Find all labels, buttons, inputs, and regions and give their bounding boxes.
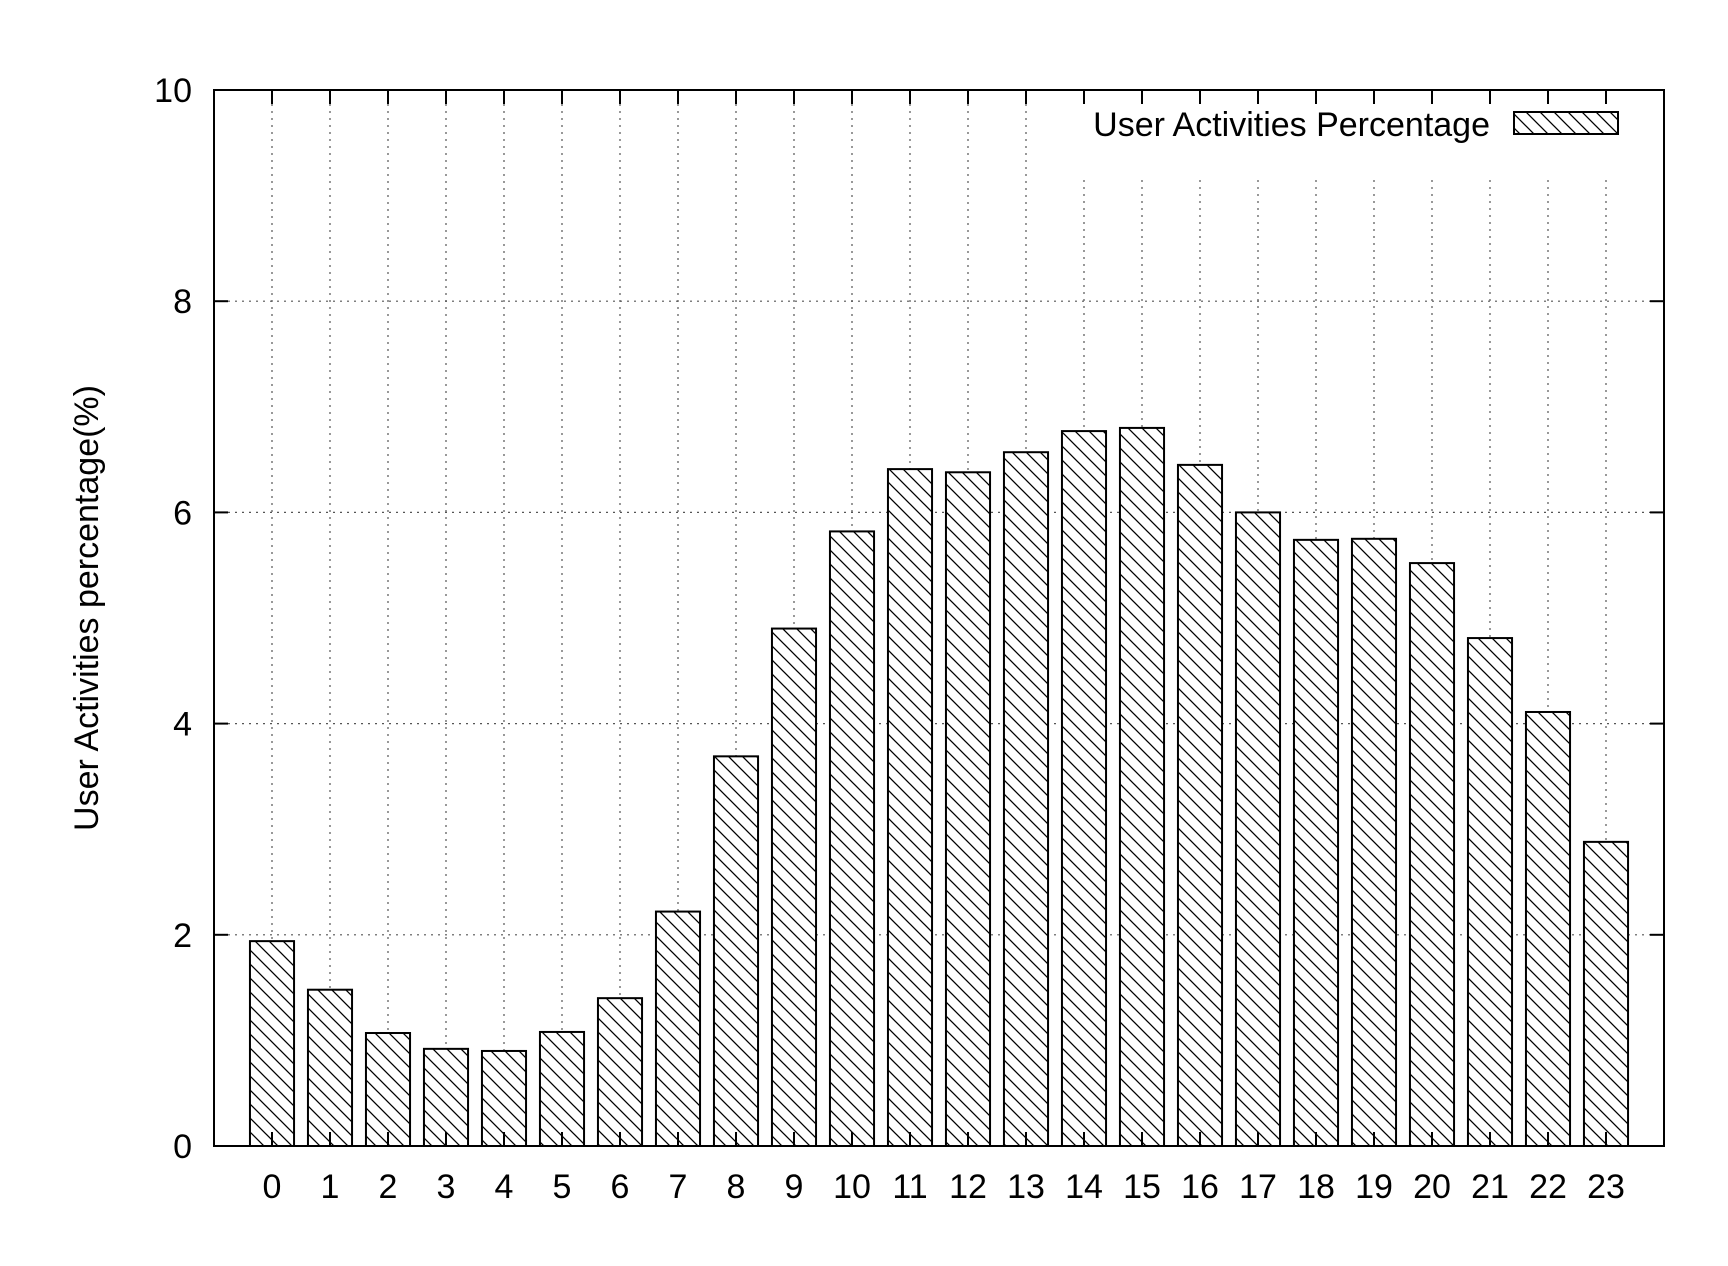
bar-hour-3 [422,1047,470,1148]
x-tick-label: 21 [1471,1168,1509,1206]
x-tick-label: 12 [949,1168,987,1206]
bar-hour-18 [1292,538,1340,1147]
x-tick-label: 20 [1413,1168,1451,1206]
x-tick-label: 13 [1007,1168,1045,1206]
bar-hour-6 [596,997,644,1147]
y-tick-label: 4 [173,706,192,744]
x-tick-label: 14 [1065,1168,1103,1206]
legend-label: User Activities Percentage [1093,106,1490,144]
x-tick-label: 8 [727,1168,746,1206]
x-tick-label: 2 [379,1168,398,1206]
x-tick-label: 4 [495,1168,514,1206]
bar-hour-13 [1002,451,1050,1147]
x-tick-label: 6 [611,1168,630,1206]
x-tick-label: 1 [321,1168,340,1206]
bar-hour-7 [654,910,702,1147]
x-tick-label: 7 [669,1168,688,1206]
bar-hour-9 [770,627,818,1147]
x-tick-label: 17 [1239,1168,1277,1206]
x-tick-label: 19 [1355,1168,1393,1206]
bar-hour-15 [1118,426,1166,1148]
bar-hour-0 [248,940,296,1147]
x-tick-label: 15 [1123,1168,1161,1206]
x-tick-label: 5 [553,1168,572,1206]
bar-hour-10 [828,530,876,1147]
legend: User Activities Percentage [1093,106,1619,144]
bar-hour-20 [1408,562,1456,1147]
y-axis-label: User Activities percentage(%) [68,385,106,831]
bar-hour-22 [1524,710,1572,1147]
bar-hour-16 [1176,463,1224,1147]
y-tick-label: 2 [173,917,192,955]
y-tick-label: 6 [173,494,192,532]
x-tick-label: 11 [892,1168,927,1206]
x-tick-label: 18 [1297,1168,1335,1206]
x-tick-label: 22 [1529,1168,1567,1206]
bars [248,426,1630,1148]
x-tick-label: 16 [1181,1168,1219,1206]
y-tick-label: 10 [154,72,192,110]
plot-frame [213,89,1665,1147]
bar-hour-4 [480,1049,528,1147]
bar-hour-5 [538,1030,586,1148]
bar-hour-11 [886,468,934,1147]
bar-hour-14 [1060,430,1108,1147]
x-tick-label: 0 [263,1168,282,1206]
y-axis-tick-labels: 0 2 4 6 8 10 [154,72,192,1166]
x-tick-label: 3 [437,1168,456,1206]
axis-ticks [214,89,1664,1147]
legend-swatch [1513,111,1619,135]
bar-hour-17 [1234,511,1282,1147]
y-tick-label: 8 [173,283,192,321]
bar-hour-2 [364,1032,412,1148]
bar-hour-8 [712,755,760,1147]
bar-hour-1 [306,988,354,1147]
x-tick-label: 10 [833,1168,871,1206]
x-axis-tick-labels: 0 1 2 3 4 5 6 7 8 9 10 11 12 13 14 15 16 17 18 19 20 21 22 23 [263,1168,1625,1206]
bar-hour-23 [1582,840,1630,1147]
y-tick-label: 0 [173,1128,192,1166]
bar-hour-21 [1466,637,1514,1148]
bar-hour-19 [1350,537,1398,1147]
bar-hour-12 [944,471,992,1148]
x-tick-label: 9 [785,1168,804,1206]
x-tick-label: 23 [1587,1168,1625,1206]
